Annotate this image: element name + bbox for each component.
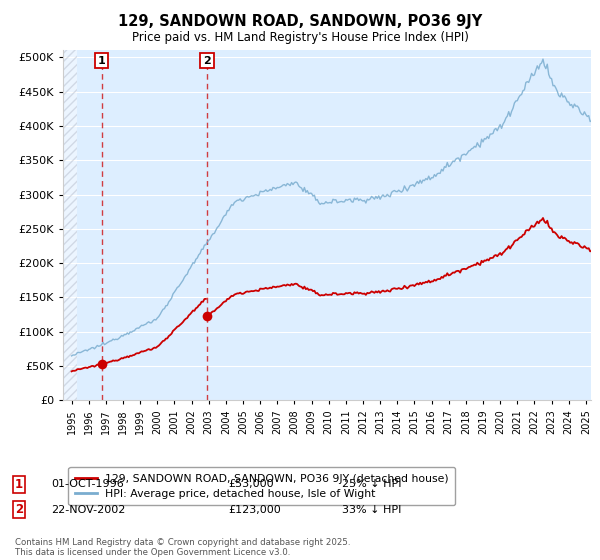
Text: 1: 1 [98,55,106,66]
Text: 2: 2 [203,55,211,66]
Text: 22-NOV-2002: 22-NOV-2002 [51,505,125,515]
Text: Price paid vs. HM Land Registry's House Price Index (HPI): Price paid vs. HM Land Registry's House … [131,31,469,44]
Text: Contains HM Land Registry data © Crown copyright and database right 2025.
This d: Contains HM Land Registry data © Crown c… [15,538,350,557]
Text: 01-OCT-1996: 01-OCT-1996 [51,479,124,489]
Text: 1: 1 [15,478,23,491]
Text: 129, SANDOWN ROAD, SANDOWN, PO36 9JY: 129, SANDOWN ROAD, SANDOWN, PO36 9JY [118,14,482,29]
Text: 25% ↓ HPI: 25% ↓ HPI [342,479,401,489]
Text: £53,000: £53,000 [228,479,274,489]
Text: 33% ↓ HPI: 33% ↓ HPI [342,505,401,515]
Text: £123,000: £123,000 [228,505,281,515]
Text: 2: 2 [15,503,23,516]
Legend: 129, SANDOWN ROAD, SANDOWN, PO36 9JY (detached house), HPI: Average price, detac: 129, SANDOWN ROAD, SANDOWN, PO36 9JY (de… [68,467,455,506]
